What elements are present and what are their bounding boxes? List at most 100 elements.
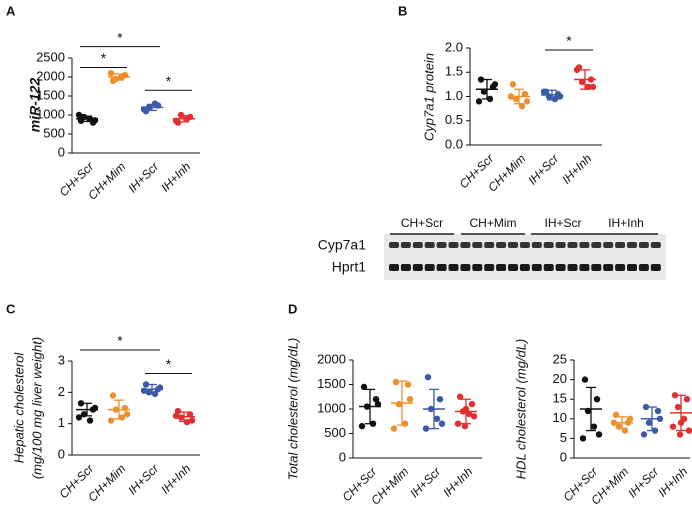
data-point xyxy=(358,422,366,430)
blot-band xyxy=(531,264,542,271)
blot-band xyxy=(615,242,626,248)
data-point xyxy=(456,393,464,400)
blot-band xyxy=(615,264,626,271)
data-point xyxy=(123,411,131,418)
y-tick-label: 2000 xyxy=(36,68,65,83)
data-point xyxy=(590,423,598,430)
data-point xyxy=(438,420,446,427)
data-point xyxy=(674,403,682,411)
y-axis-label: miR-122 xyxy=(27,78,43,133)
y-axis-label: (mg/100 mg liver weight) xyxy=(29,337,44,479)
data-point xyxy=(422,425,430,432)
data-point xyxy=(404,381,412,388)
blot-band xyxy=(496,264,507,271)
y-tick-label: 2000 xyxy=(317,351,346,366)
blot-band xyxy=(519,242,530,248)
data-point xyxy=(518,103,526,110)
blot-protein-label: Cyp7a1 xyxy=(318,237,366,253)
y-tick-label: 1500 xyxy=(36,87,65,102)
x-tick-label: IH+Scr xyxy=(125,159,162,196)
y-tick-label: 500 xyxy=(324,425,346,440)
blot-band xyxy=(484,264,495,271)
blot-band xyxy=(650,242,661,248)
y-tick-label: 1.5 xyxy=(445,64,463,79)
x-tick-label: IH+Scr xyxy=(625,464,662,501)
blot-band xyxy=(543,264,554,271)
blot-protein-label: Hprt1 xyxy=(332,259,366,275)
blot-band xyxy=(436,242,447,248)
blot-band xyxy=(508,242,518,248)
blot-band xyxy=(484,242,495,248)
blot-band xyxy=(555,242,566,248)
data-point xyxy=(654,407,662,415)
y-tick-label: 0 xyxy=(58,144,65,159)
data-point xyxy=(581,376,589,383)
y-tick-label: 3 xyxy=(58,352,65,367)
data-point xyxy=(509,81,517,88)
data-point xyxy=(540,88,548,95)
blot-band xyxy=(531,242,542,248)
data-point xyxy=(107,417,115,424)
significance-label: * xyxy=(166,356,172,372)
x-tick-label: IH+Scr xyxy=(525,151,562,188)
data-point xyxy=(523,98,531,105)
blot-band xyxy=(460,242,471,248)
data-point xyxy=(454,420,462,427)
data-point xyxy=(401,420,409,427)
blot-band xyxy=(567,264,578,271)
blot-band xyxy=(496,242,507,248)
y-tick-label: 1 xyxy=(58,415,65,430)
significance-label: * xyxy=(101,50,107,66)
data-point xyxy=(86,417,94,424)
blot-band xyxy=(579,242,590,248)
panel-label: B xyxy=(398,3,407,18)
y-axis-label: Cyp7a1 protein xyxy=(421,53,436,141)
blot-band xyxy=(472,242,483,248)
y-tick-label: 2 xyxy=(58,384,65,399)
data-point xyxy=(177,111,185,119)
data-point xyxy=(589,83,597,91)
y-tick-label: 25 xyxy=(553,351,567,366)
blot-band xyxy=(603,242,614,248)
y-tick-label: 10 xyxy=(553,410,567,425)
data-point xyxy=(392,378,400,386)
y-tick-label: 0 xyxy=(339,449,346,464)
data-point xyxy=(424,373,432,381)
blot-group-label: IH+Inh xyxy=(608,216,644,230)
data-point xyxy=(593,396,601,403)
blot-band xyxy=(627,242,637,248)
blot-band xyxy=(627,264,637,271)
data-point xyxy=(142,381,150,388)
blot-band xyxy=(603,264,614,271)
data-point xyxy=(642,403,650,411)
panel-label: A xyxy=(6,3,16,18)
data-point xyxy=(584,83,592,91)
data-point xyxy=(683,396,691,403)
data-point xyxy=(573,66,581,74)
blot-band xyxy=(400,264,411,271)
data-point xyxy=(521,90,529,98)
data-point xyxy=(461,422,469,430)
data-point xyxy=(626,415,634,422)
blot-group-label: CH+Scr xyxy=(401,216,443,230)
data-point xyxy=(372,396,380,403)
y-tick-label: 0.5 xyxy=(445,112,463,127)
x-tick-label: IH+Scr xyxy=(125,461,162,498)
blot-band xyxy=(555,264,566,271)
blot-band xyxy=(424,242,435,248)
data-point xyxy=(556,93,564,100)
data-point xyxy=(436,396,444,403)
blot-band xyxy=(460,264,471,271)
data-point xyxy=(676,431,684,438)
significance-label: * xyxy=(166,73,172,89)
data-point xyxy=(671,392,679,399)
data-point xyxy=(433,415,441,422)
data-point xyxy=(75,414,83,421)
data-point xyxy=(406,396,414,403)
data-point xyxy=(480,88,488,95)
x-tick-label: IH+Inh xyxy=(440,464,475,499)
panel-label: C xyxy=(6,301,16,316)
blot-band xyxy=(508,264,518,271)
blot-band xyxy=(591,242,602,248)
blot-band xyxy=(567,242,578,248)
